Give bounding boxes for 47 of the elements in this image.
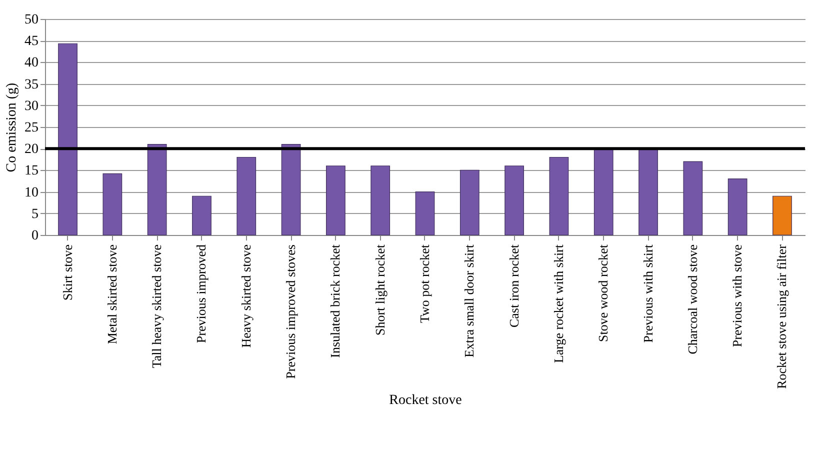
bar bbox=[326, 166, 346, 236]
y-tick-label: 5 bbox=[32, 206, 38, 222]
y-tick-label: 50 bbox=[24, 12, 38, 28]
x-tick-label: Insulated brick rocket bbox=[328, 244, 343, 358]
y-axis-title: Co emission (g) bbox=[4, 82, 20, 172]
bar bbox=[147, 144, 167, 236]
bar bbox=[594, 148, 614, 236]
bar bbox=[683, 161, 703, 236]
x-tick-label: Heavy skirted stove bbox=[238, 244, 254, 348]
y-tick-label: 30 bbox=[24, 98, 38, 114]
y-tick-label: 35 bbox=[24, 77, 38, 92]
x-tick-label: Rocket stove using air filter bbox=[774, 244, 790, 389]
x-tick-label: Stove wood rocket bbox=[596, 244, 611, 342]
bar bbox=[58, 43, 78, 236]
x-tick-label: Extra small door skirt bbox=[462, 244, 477, 358]
y-tick-label: 15 bbox=[24, 164, 38, 179]
x-tick-label: Metal skirted stove bbox=[104, 244, 120, 344]
x-tick-label: Previous improved bbox=[194, 244, 209, 344]
bar bbox=[549, 156, 569, 236]
x-tick-label: Skirt stove bbox=[60, 244, 75, 300]
bar bbox=[370, 166, 390, 236]
y-tick-label: 45 bbox=[24, 34, 38, 50]
bar bbox=[460, 170, 480, 236]
x-axis-title: Rocket stove bbox=[389, 392, 462, 408]
x-tick-label: Large rocket with skirt bbox=[550, 244, 566, 364]
x-tick-label: Charcoal wood stove bbox=[684, 244, 700, 354]
bar bbox=[281, 144, 301, 236]
x-tick-label: Short light rocket bbox=[372, 244, 388, 336]
bar bbox=[192, 196, 212, 236]
bar bbox=[638, 148, 658, 236]
bar bbox=[772, 196, 792, 236]
y-tick-label: 25 bbox=[24, 120, 38, 136]
y-tick-label: 0 bbox=[32, 228, 38, 244]
x-tick-label: Tall heavy skirted stove bbox=[149, 244, 164, 368]
x-tick-label: Previous with stove bbox=[730, 244, 745, 348]
x-tick-label: Previous improved stoves bbox=[283, 244, 298, 379]
bar bbox=[728, 178, 748, 236]
bar bbox=[504, 166, 524, 236]
bar bbox=[415, 192, 435, 236]
x-tick-label: Previous with skirt bbox=[640, 244, 656, 343]
y-tick-label: 10 bbox=[24, 185, 38, 200]
bar bbox=[236, 156, 256, 236]
y-tick-label: 40 bbox=[24, 56, 38, 71]
x-tick-label: Two pot rocket bbox=[417, 244, 432, 324]
y-tick-label: 20 bbox=[24, 142, 38, 158]
x-tick-label: Cast iron rocket bbox=[506, 244, 522, 328]
bar bbox=[102, 173, 122, 236]
